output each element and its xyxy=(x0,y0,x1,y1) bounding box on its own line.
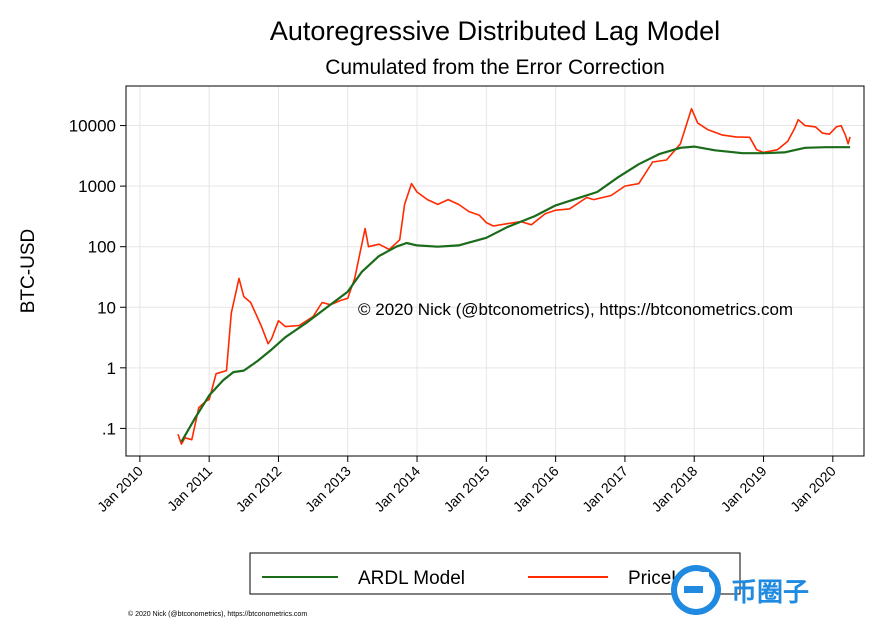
y-tick-label: 1 xyxy=(107,359,116,378)
legend: ARDL Model PriceUSD xyxy=(249,552,741,595)
x-tick-label: Jan 2019 xyxy=(718,463,770,515)
x-tick-label: Jan 2015 xyxy=(440,463,492,515)
x-tick-label: Jan 2018 xyxy=(648,463,700,515)
x-tick-label: Jan 2020 xyxy=(787,463,839,515)
footer-credit: © 2020 Nick (@btconometrics), https://bt… xyxy=(128,610,307,618)
chart-subtitle: Cumulated from the Error Correction xyxy=(325,56,665,79)
x-tick-label: Jan 2013 xyxy=(302,463,354,515)
x-tick-label: Jan 2016 xyxy=(510,463,562,515)
legend-label-ardl: ARDL Model xyxy=(358,568,465,589)
grid xyxy=(126,86,864,456)
y-tick-label: 10000 xyxy=(69,117,116,136)
watermark: 币圈子 xyxy=(671,565,809,615)
y-tick-label: 10 xyxy=(97,298,116,317)
watermark-logo-icon xyxy=(671,565,721,615)
series-line-ardl-model xyxy=(180,145,851,443)
x-tick-label: Jan 2011 xyxy=(164,463,215,514)
chart-title: Autoregressive Distributed Lag Model xyxy=(270,16,720,46)
series xyxy=(177,107,851,445)
y-tick-label: 1000 xyxy=(78,177,116,196)
plot-area xyxy=(125,85,865,457)
chart-annotation: © 2020 Nick (@btconometrics), https://bt… xyxy=(358,300,793,319)
watermark-text: 币圈子 xyxy=(731,578,809,608)
x-tick-label: Jan 2010 xyxy=(94,463,146,515)
x-tick-label: Jan 2014 xyxy=(371,463,423,515)
y-tick-label: 100 xyxy=(88,238,116,257)
series-line-price-usd xyxy=(177,107,851,445)
y-tick-label: .1 xyxy=(102,419,116,438)
x-tick-label: Jan 2012 xyxy=(233,463,285,515)
x-tick-label: Jan 2017 xyxy=(579,463,631,515)
y-axis-label: BTC-USD xyxy=(18,229,39,313)
legend-box xyxy=(249,552,741,595)
